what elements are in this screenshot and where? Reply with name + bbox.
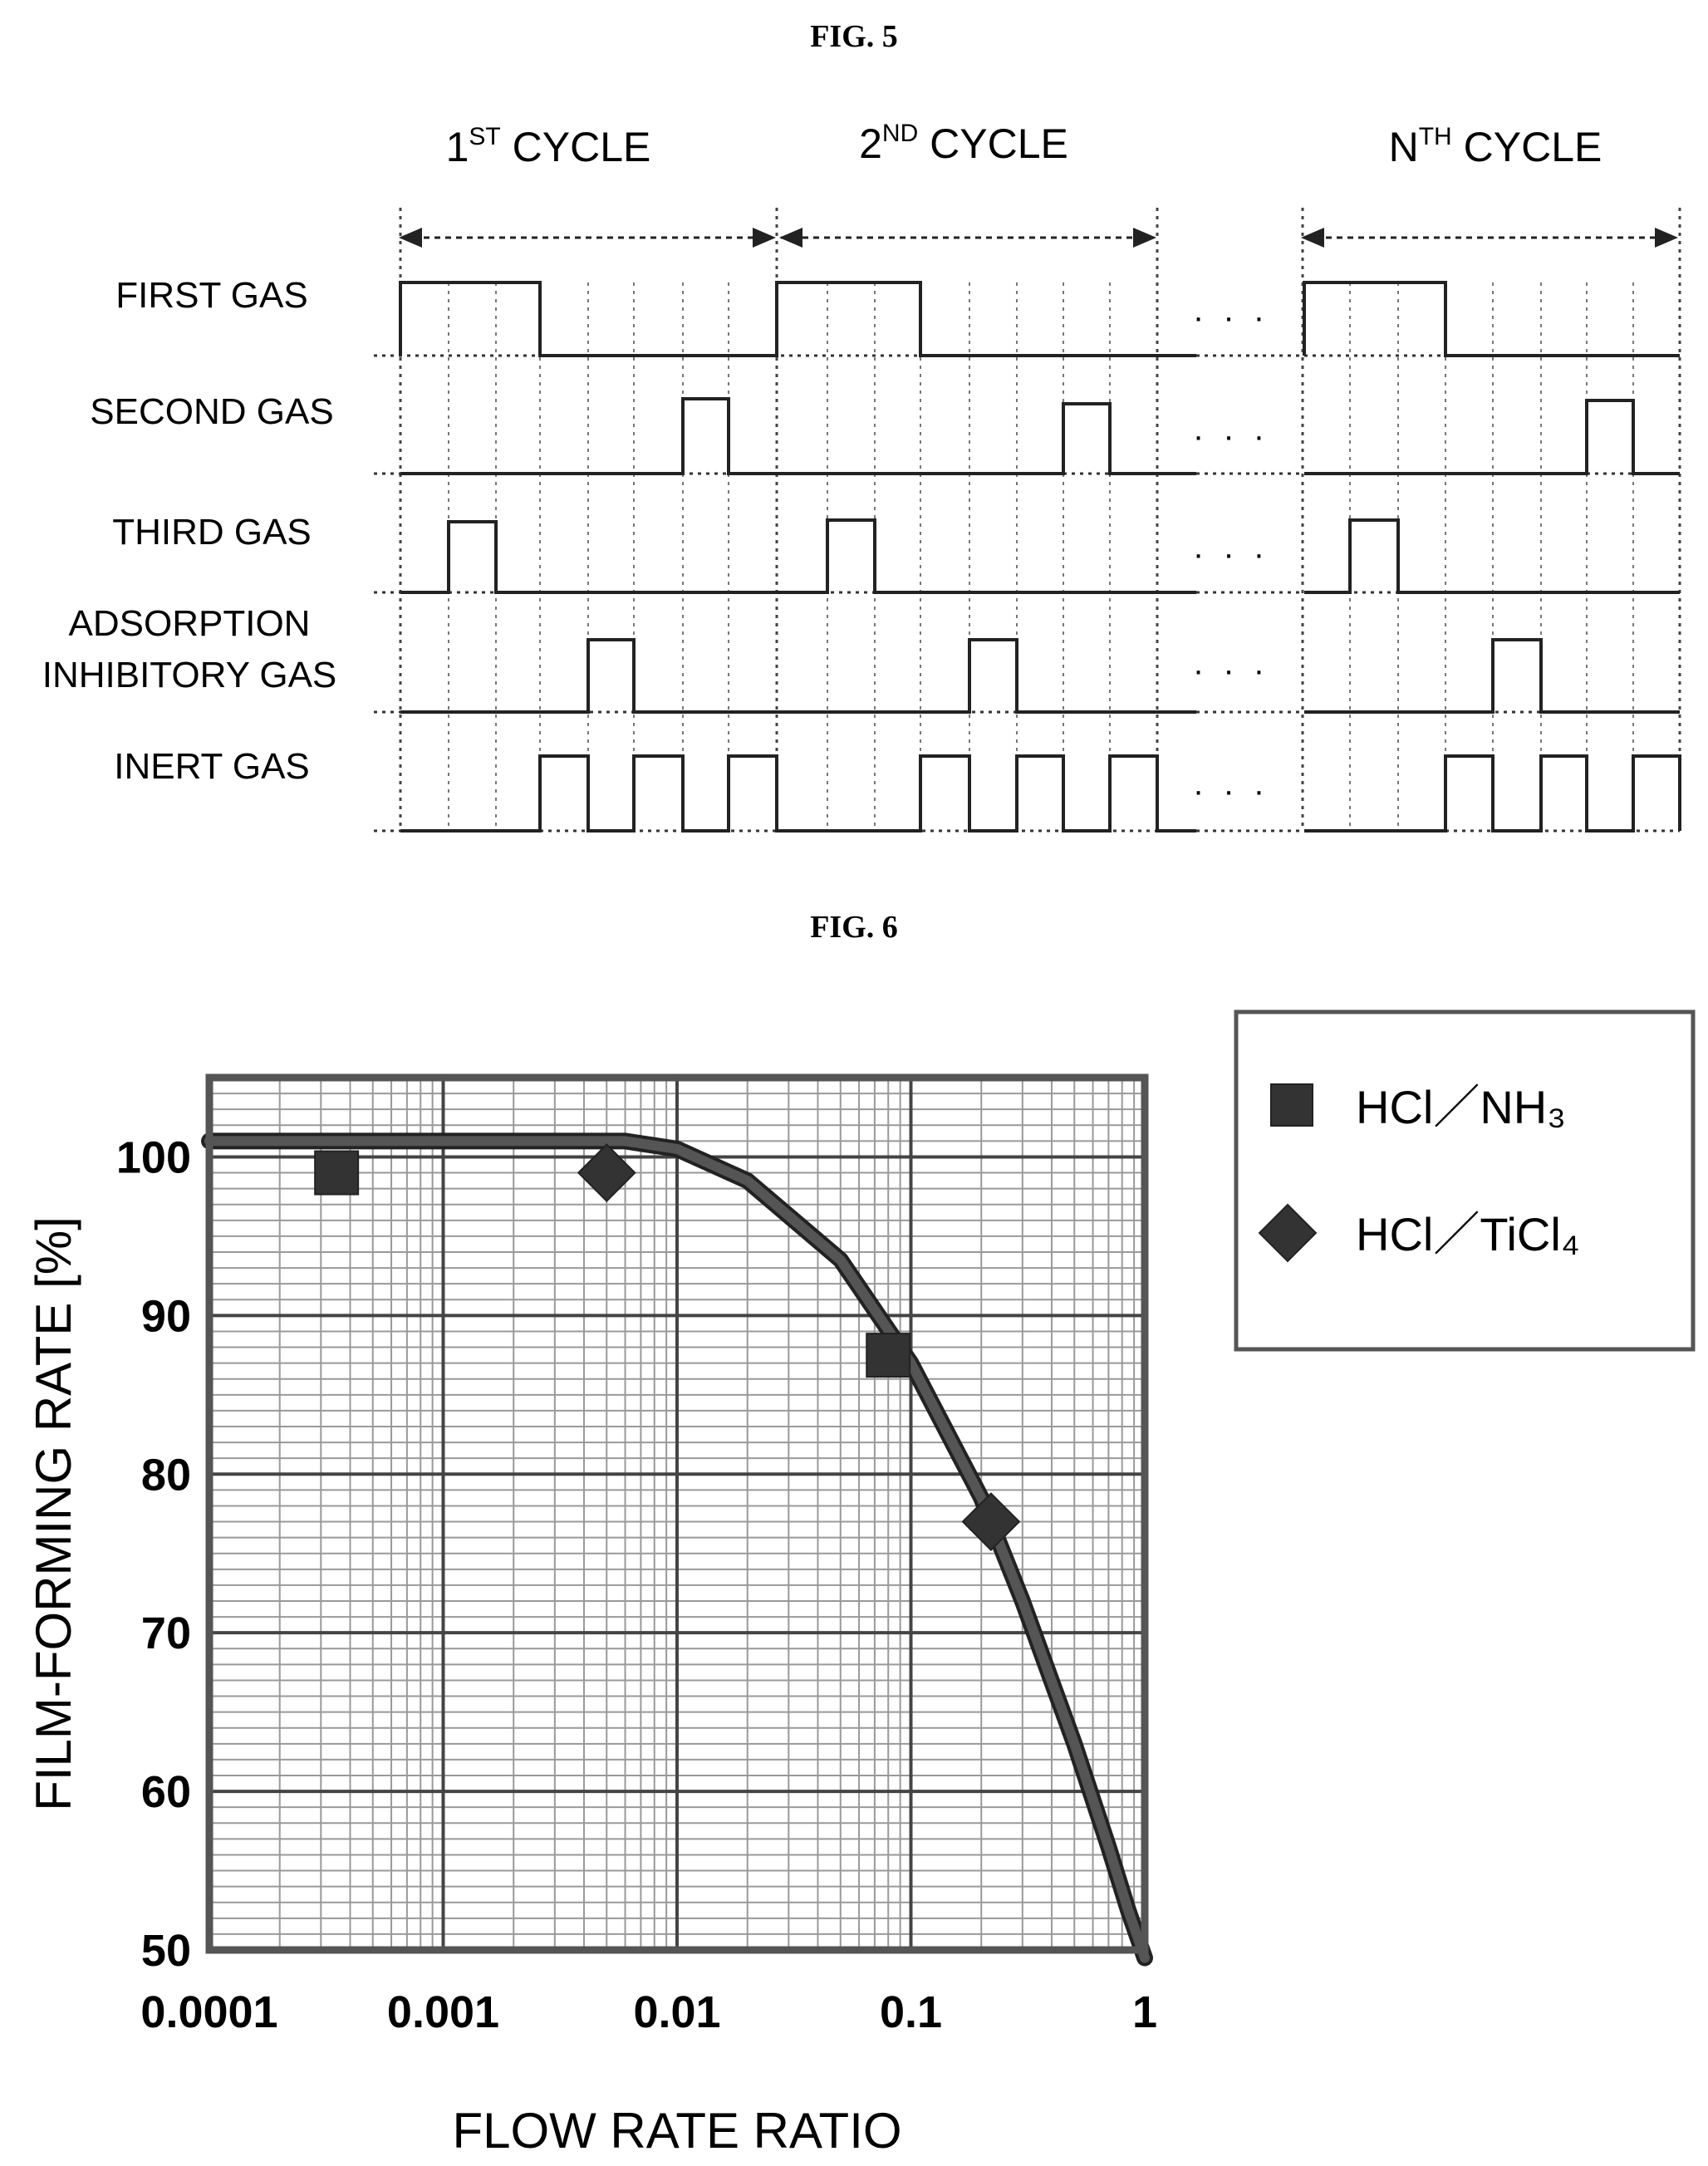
row-label-third-gas: THIRD GAS [112,512,312,553]
ellipsis-third-gas: · · · [1193,536,1269,572]
x-tick-label: 0.01 [633,1987,720,2037]
fig6: FIG. 6 0.0001 0.001 0.01 0.1 1 50 60 70 80 90 100… [26,910,1696,2159]
row-label-second-gas: SECOND GAS [90,391,333,432]
data-point-diamond [577,1143,636,1202]
row-label-adsorption-line2: INHIBITORY GAS [42,655,337,695]
y-tick-label: 50 [141,1926,191,1976]
row-label-first-gas: FIRST GAS [115,275,307,316]
ellipsis-first-gas: · · · [1193,299,1269,336]
y-tick-label: 70 [141,1609,191,1658]
x-tick-label: 0.0001 [140,1987,277,2037]
waveform-adsorption-gas-n [1304,638,1680,714]
arrowhead-right-2 [1133,228,1156,248]
y-tick-label: 60 [141,1767,191,1817]
fit-curve [204,1136,1150,1963]
fit-curve-layer [201,1132,1153,1967]
cycle-boundaries [399,208,1681,831]
ellipsis-second-gas: · · · [1193,418,1269,454]
plot-frame [205,1073,1149,1954]
x-tick-label: 0.001 [387,1987,499,2037]
fig5: FIG. 5 1ST CYCLE 2ND CYCLE NTH CYCLE [42,19,1681,833]
step-lines [448,282,1634,831]
legend-box [1234,1009,1696,1352]
fig6-title: FIG. 6 [810,910,898,945]
x-axis-label: FLOW RATE RATIO [452,2103,901,2159]
cycle-label-1: 1ST CYCLE [446,123,651,170]
row-label-inert-gas: INERT GAS [114,746,310,787]
y-tick-label: 80 [141,1450,191,1500]
waveform-second-gas [400,397,1196,475]
legend-label-hcl-ticl4: HCl／TiCl₄ [1356,1208,1580,1260]
film-forming-rate-chart: 0.0001 0.001 0.01 0.1 1 50 60 70 80 90 100 FLOW R… [26,1073,1157,2159]
waveform-inert-gas [400,754,1196,833]
waveform-first-gas-n [1303,281,1680,357]
waveform-third-gas [400,518,1196,594]
legend-label-hcl-nh3: HCl／NH₃ [1356,1081,1566,1133]
arrowhead-left-1 [399,228,422,248]
waveform-adsorption-gas [400,638,1196,714]
waveform-inert-gas-n [1304,754,1681,833]
data-point-square [314,1150,360,1196]
arrowhead-right-n [1655,228,1678,248]
legend-diamond-marker [1258,1203,1318,1263]
fig5-title: FIG. 5 [810,19,898,54]
arrowhead-left-2 [779,228,802,248]
y-tick-label: 90 [141,1291,191,1341]
y-tick-label: 100 [116,1132,191,1182]
legend-square-marker [1270,1083,1313,1127]
cycle-label-2: 2ND CYCLE [859,120,1068,167]
waveform-first-gas [399,281,1196,357]
y-axis-label: FILM-FORMING RATE [%] [26,1216,81,1811]
data-point-square [866,1333,911,1378]
data-points [314,1143,1021,1551]
ellipsis-adsorption-gas: · · · [1193,652,1269,689]
x-tick-label: 1 [1132,1987,1157,2037]
y-tick-labels: 50 60 70 80 90 100 [116,1132,191,1976]
x-tick-label: 0.1 [880,1987,942,2037]
legend: HCl／NH₃ HCl／TiCl₄ [1234,1009,1696,1352]
arrowhead-left-n [1301,228,1324,248]
arrowhead-right-1 [753,228,776,248]
x-tick-labels: 0.0001 0.001 0.01 0.1 1 [140,1987,1157,2037]
row-label-adsorption-line1: ADSORPTION [69,603,311,644]
cycle-label-n: NTH CYCLE [1389,123,1602,170]
waveform-second-gas-n [1304,399,1680,475]
arrow-heads [399,228,1678,248]
waveforms [399,281,1681,833]
waveform-third-gas-n [1304,518,1680,594]
data-point-diamond [961,1492,1021,1551]
ellipsis-inert-gas: · · · [1193,773,1269,809]
